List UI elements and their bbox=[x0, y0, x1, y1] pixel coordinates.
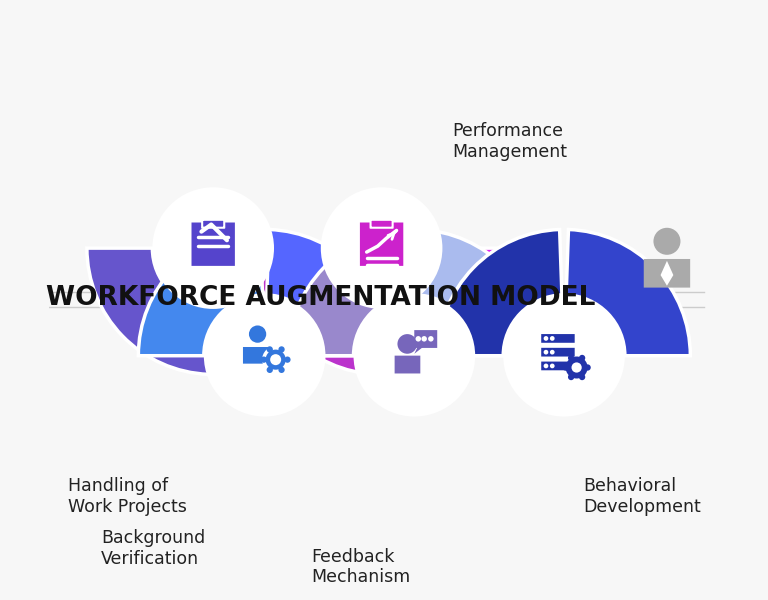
Text: WORKFORCE AUGMENTATION MODEL: WORKFORCE AUGMENTATION MODEL bbox=[46, 285, 595, 311]
Circle shape bbox=[579, 355, 585, 361]
FancyBboxPatch shape bbox=[191, 223, 235, 266]
Circle shape bbox=[398, 334, 417, 354]
Circle shape bbox=[544, 336, 548, 341]
Text: Feedback
Mechanism: Feedback Mechanism bbox=[312, 548, 411, 586]
Circle shape bbox=[422, 336, 427, 341]
FancyBboxPatch shape bbox=[395, 356, 420, 373]
Circle shape bbox=[550, 350, 554, 355]
Circle shape bbox=[428, 336, 434, 341]
FancyBboxPatch shape bbox=[414, 330, 437, 348]
Circle shape bbox=[270, 354, 281, 365]
Circle shape bbox=[544, 364, 548, 368]
Circle shape bbox=[284, 356, 290, 363]
Circle shape bbox=[584, 364, 591, 371]
Wedge shape bbox=[416, 229, 541, 356]
Circle shape bbox=[562, 364, 569, 371]
Circle shape bbox=[568, 355, 574, 361]
Circle shape bbox=[565, 356, 588, 379]
Polygon shape bbox=[660, 261, 674, 286]
Circle shape bbox=[264, 348, 287, 371]
Circle shape bbox=[260, 356, 267, 363]
Circle shape bbox=[571, 362, 581, 373]
FancyBboxPatch shape bbox=[243, 347, 271, 364]
Circle shape bbox=[266, 346, 273, 353]
Circle shape bbox=[321, 187, 442, 309]
Text: Performance
Management: Performance Management bbox=[452, 122, 567, 161]
Text: Handling of
Work Projects: Handling of Work Projects bbox=[68, 478, 187, 516]
Circle shape bbox=[579, 374, 585, 380]
Wedge shape bbox=[220, 248, 339, 374]
Polygon shape bbox=[415, 347, 423, 354]
Circle shape bbox=[654, 228, 680, 255]
Circle shape bbox=[550, 364, 554, 368]
FancyBboxPatch shape bbox=[541, 348, 574, 356]
FancyBboxPatch shape bbox=[360, 223, 403, 266]
Circle shape bbox=[544, 350, 548, 355]
Circle shape bbox=[279, 346, 285, 353]
Text: Background
Verification: Background Verification bbox=[101, 529, 205, 568]
Circle shape bbox=[550, 336, 554, 341]
Wedge shape bbox=[566, 229, 690, 356]
Circle shape bbox=[415, 336, 421, 341]
Circle shape bbox=[249, 325, 266, 343]
Circle shape bbox=[152, 187, 274, 309]
FancyBboxPatch shape bbox=[202, 220, 224, 228]
FancyBboxPatch shape bbox=[541, 362, 574, 370]
Wedge shape bbox=[288, 229, 412, 356]
Wedge shape bbox=[87, 248, 211, 374]
Wedge shape bbox=[438, 229, 562, 356]
Wedge shape bbox=[266, 229, 391, 356]
Circle shape bbox=[266, 367, 273, 373]
Text: Behavioral
Development: Behavioral Development bbox=[583, 478, 700, 516]
Circle shape bbox=[503, 295, 625, 416]
FancyBboxPatch shape bbox=[644, 259, 690, 287]
Circle shape bbox=[279, 367, 285, 373]
Wedge shape bbox=[255, 248, 379, 374]
Circle shape bbox=[204, 295, 326, 416]
Circle shape bbox=[353, 295, 475, 416]
FancyBboxPatch shape bbox=[371, 220, 392, 228]
Wedge shape bbox=[138, 229, 263, 356]
Circle shape bbox=[568, 374, 574, 380]
FancyBboxPatch shape bbox=[541, 334, 574, 343]
Wedge shape bbox=[388, 248, 508, 374]
